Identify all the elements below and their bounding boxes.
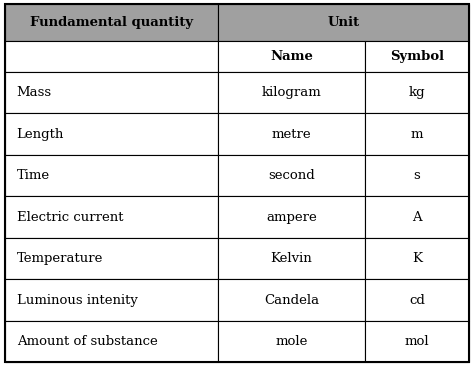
- Bar: [5, 196, 219, 238]
- Bar: [5, 41, 219, 72]
- Text: A: A: [412, 210, 422, 224]
- Bar: [365, 113, 469, 155]
- Bar: [219, 321, 365, 362]
- Text: Length: Length: [17, 128, 64, 141]
- Bar: [5, 279, 219, 321]
- Text: mole: mole: [275, 335, 308, 348]
- Bar: [5, 72, 219, 113]
- Bar: [365, 41, 469, 72]
- Bar: [219, 41, 365, 72]
- Text: Kelvin: Kelvin: [271, 252, 312, 265]
- Bar: [5, 4, 219, 41]
- Text: ampere: ampere: [266, 210, 317, 224]
- Bar: [219, 113, 365, 155]
- Bar: [365, 279, 469, 321]
- Text: metre: metre: [272, 128, 311, 141]
- Text: kg: kg: [409, 86, 425, 99]
- Text: cd: cd: [409, 294, 425, 307]
- Text: mol: mol: [405, 335, 429, 348]
- Text: Fundamental quantity: Fundamental quantity: [30, 16, 193, 29]
- Text: second: second: [268, 169, 315, 182]
- Text: Amount of substance: Amount of substance: [17, 335, 157, 348]
- Bar: [219, 72, 365, 113]
- Text: K: K: [412, 252, 422, 265]
- Text: Mass: Mass: [17, 86, 52, 99]
- Bar: [365, 321, 469, 362]
- Text: Luminous intenity: Luminous intenity: [17, 294, 137, 307]
- Bar: [365, 238, 469, 279]
- Text: s: s: [414, 169, 420, 182]
- Bar: [219, 155, 365, 196]
- Text: kilogram: kilogram: [262, 86, 321, 99]
- Bar: [5, 238, 219, 279]
- Bar: [219, 196, 365, 238]
- Text: Time: Time: [17, 169, 50, 182]
- Text: Symbol: Symbol: [390, 50, 444, 63]
- Bar: [5, 321, 219, 362]
- Text: Electric current: Electric current: [17, 210, 123, 224]
- Bar: [219, 4, 469, 41]
- Text: m: m: [411, 128, 423, 141]
- Bar: [219, 279, 365, 321]
- Bar: [5, 155, 219, 196]
- Text: Name: Name: [270, 50, 313, 63]
- Text: Temperature: Temperature: [17, 252, 103, 265]
- Bar: [219, 238, 365, 279]
- Bar: [5, 113, 219, 155]
- Bar: [365, 196, 469, 238]
- Text: Unit: Unit: [328, 16, 360, 29]
- Bar: [365, 72, 469, 113]
- Text: Candela: Candela: [264, 294, 319, 307]
- Bar: [365, 155, 469, 196]
